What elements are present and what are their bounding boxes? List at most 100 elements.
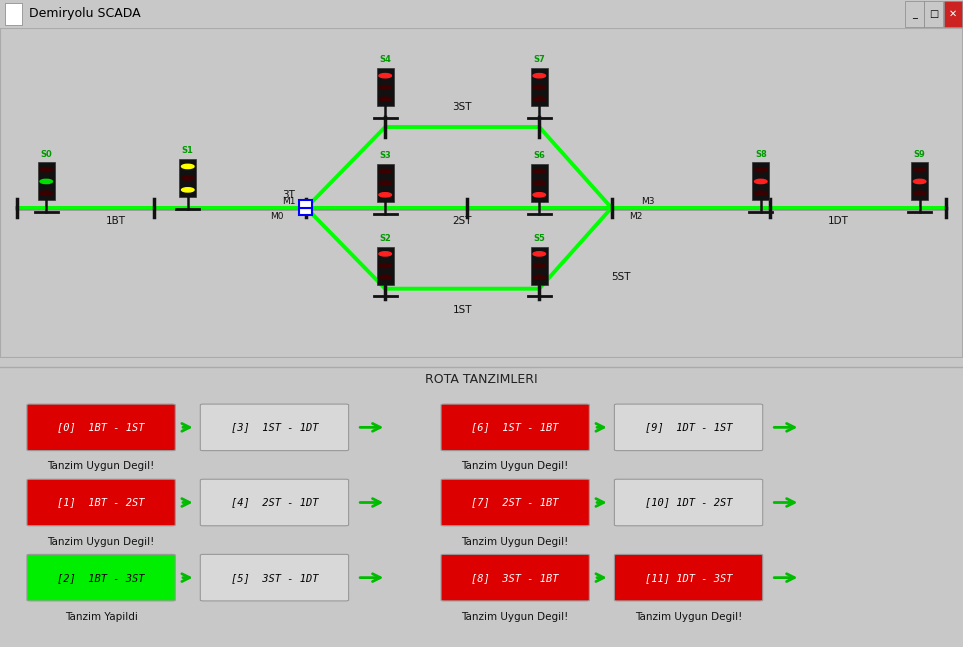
Text: M3: M3 [641,197,655,206]
FancyBboxPatch shape [441,404,589,450]
Text: S5: S5 [534,234,545,243]
Text: Tanzim Yapildi: Tanzim Yapildi [65,611,138,622]
Text: ✕: ✕ [949,9,957,19]
Text: Demiryolu SCADA: Demiryolu SCADA [29,8,141,21]
Circle shape [534,85,546,89]
Text: _: _ [912,9,917,19]
Bar [752,162,769,201]
Text: 1BT: 1BT [106,216,125,226]
Bar [531,69,548,106]
FancyBboxPatch shape [27,479,175,526]
Text: [3]  1ST - 1DT: [3] 1ST - 1DT [231,422,318,432]
Text: 3ST: 3ST [453,102,472,112]
Text: 1DT: 1DT [827,216,848,226]
Text: S8: S8 [755,149,767,159]
Bar [5,3,22,25]
Circle shape [913,179,926,184]
Text: [9]  1DT - 1ST: [9] 1DT - 1ST [645,422,732,432]
Circle shape [182,164,195,169]
Text: [4]  2ST - 1DT: [4] 2ST - 1DT [231,498,318,507]
Text: S4: S4 [379,56,391,65]
Bar [377,164,394,202]
FancyBboxPatch shape [614,479,763,526]
Text: 2ST: 2ST [453,216,472,226]
Text: S2: S2 [379,234,391,243]
Circle shape [534,181,546,185]
FancyBboxPatch shape [614,554,763,601]
FancyBboxPatch shape [27,404,175,450]
Text: [0]  1BT - 1ST: [0] 1BT - 1ST [58,422,144,432]
Circle shape [379,252,391,256]
Circle shape [534,97,546,102]
Circle shape [755,179,768,184]
Circle shape [40,191,53,195]
Text: [6]  1ST - 1BT: [6] 1ST - 1BT [472,422,559,432]
Text: [1]  1BT - 2ST: [1] 1BT - 2ST [58,498,144,507]
Circle shape [755,168,768,172]
Bar [531,164,548,202]
Bar [905,1,924,27]
FancyBboxPatch shape [441,479,589,526]
Bar [911,162,928,201]
Circle shape [379,193,391,197]
FancyBboxPatch shape [27,554,175,601]
Circle shape [913,168,926,172]
Text: [2]  1BT - 3ST: [2] 1BT - 3ST [58,573,144,583]
Text: S3: S3 [379,151,391,160]
Text: [10] 1DT - 2ST: [10] 1DT - 2ST [645,498,732,507]
Circle shape [534,193,546,197]
Circle shape [534,74,546,78]
Text: Tanzim Uygun Degil!: Tanzim Uygun Degil! [635,611,742,622]
Bar [179,159,196,197]
Text: □: □ [929,9,938,19]
Circle shape [379,170,391,173]
Text: Tanzim Uygun Degil!: Tanzim Uygun Degil! [461,611,569,622]
Bar [944,1,962,27]
Text: S6: S6 [534,151,545,160]
Text: Tanzim Uygun Degil!: Tanzim Uygun Degil! [47,461,155,472]
Circle shape [913,191,926,195]
Bar [299,208,312,215]
Text: Tanzim Uygun Degil!: Tanzim Uygun Degil! [461,461,569,472]
Circle shape [534,170,546,173]
Circle shape [182,188,195,192]
Circle shape [379,97,391,102]
Circle shape [379,275,391,280]
Text: [11] 1DT - 3ST: [11] 1DT - 3ST [645,573,732,583]
Circle shape [182,176,195,181]
Text: [5]  3ST - 1DT: [5] 3ST - 1DT [231,573,318,583]
Bar [377,247,394,285]
Circle shape [379,85,391,89]
Text: Tanzim Uygun Degil!: Tanzim Uygun Degil! [47,536,155,547]
Bar [924,1,943,27]
Circle shape [40,179,53,184]
FancyBboxPatch shape [200,479,349,526]
Text: [8]  3ST - 1BT: [8] 3ST - 1BT [472,573,559,583]
Circle shape [534,263,546,268]
FancyBboxPatch shape [614,404,763,450]
Text: S9: S9 [914,149,925,159]
Circle shape [40,168,53,172]
Circle shape [534,252,546,256]
Text: 3T: 3T [282,190,296,200]
FancyBboxPatch shape [200,554,349,601]
Text: S0: S0 [40,149,52,159]
Bar [377,69,394,106]
Bar [299,201,312,208]
FancyBboxPatch shape [200,404,349,450]
Bar [531,247,548,285]
Circle shape [379,181,391,185]
Text: M1: M1 [282,197,296,206]
Text: Tanzim Uygun Degil!: Tanzim Uygun Degil! [461,536,569,547]
Circle shape [379,74,391,78]
Text: 5ST: 5ST [612,272,631,282]
Bar [38,162,55,201]
Text: S7: S7 [534,56,545,65]
Circle shape [379,263,391,268]
Text: S1: S1 [182,146,194,155]
FancyBboxPatch shape [441,554,589,601]
Text: 1ST: 1ST [453,305,472,315]
Text: ROTA TANZIMLERI: ROTA TANZIMLERI [426,373,537,386]
Text: M0: M0 [270,212,283,221]
Circle shape [755,191,768,195]
